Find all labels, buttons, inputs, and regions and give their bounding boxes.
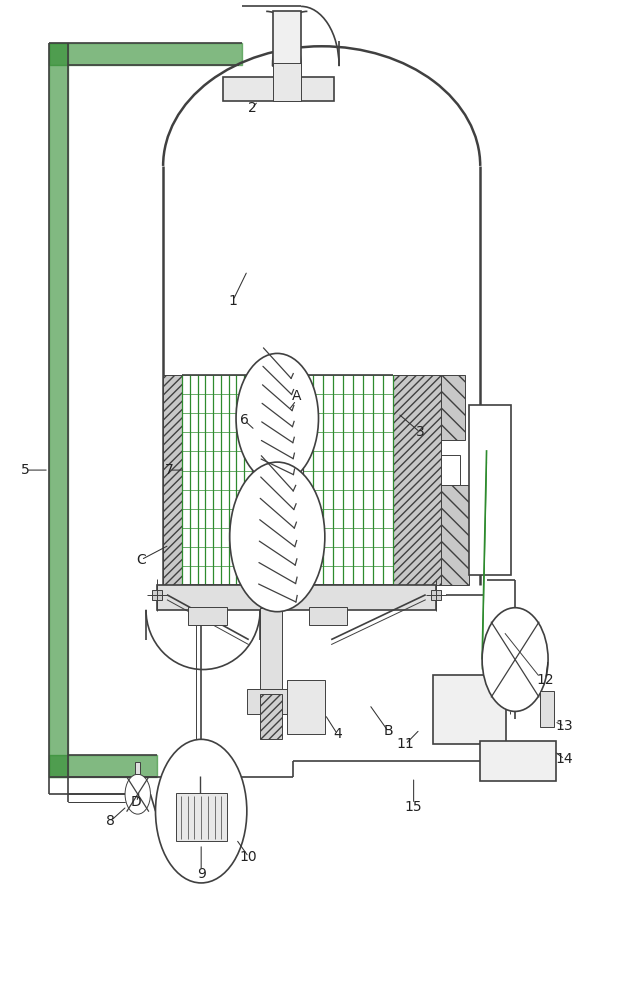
Bar xyxy=(441,455,460,485)
Text: 9: 9 xyxy=(197,867,206,881)
Bar xyxy=(176,793,227,841)
Bar xyxy=(480,741,556,781)
Bar xyxy=(260,694,282,739)
Bar xyxy=(469,405,511,575)
Text: 8: 8 xyxy=(106,814,115,828)
Bar xyxy=(273,11,301,66)
Text: 1: 1 xyxy=(229,294,238,308)
Bar xyxy=(252,375,303,585)
Bar xyxy=(189,607,227,625)
Bar xyxy=(441,485,469,585)
Text: A: A xyxy=(292,389,301,403)
Circle shape xyxy=(230,462,325,612)
Bar xyxy=(224,77,334,101)
Circle shape xyxy=(482,608,548,711)
Bar xyxy=(260,608,282,699)
Text: 14: 14 xyxy=(555,752,573,766)
Bar xyxy=(163,375,182,585)
Text: B: B xyxy=(383,724,393,738)
Bar xyxy=(441,375,465,440)
Circle shape xyxy=(236,353,318,483)
Text: 7: 7 xyxy=(165,463,174,477)
Text: 4: 4 xyxy=(333,727,342,741)
Bar xyxy=(273,63,301,101)
Text: 13: 13 xyxy=(555,719,573,733)
Text: 2: 2 xyxy=(248,101,256,115)
Text: 12: 12 xyxy=(537,673,554,687)
Bar xyxy=(431,590,441,600)
Circle shape xyxy=(125,774,150,814)
Bar xyxy=(157,585,436,610)
Bar xyxy=(287,680,325,734)
Text: 3: 3 xyxy=(415,425,424,439)
Bar xyxy=(433,675,506,744)
Text: 10: 10 xyxy=(240,850,257,864)
Text: 6: 6 xyxy=(240,413,248,427)
Bar xyxy=(309,607,347,625)
Bar xyxy=(152,590,162,600)
Bar xyxy=(393,375,441,585)
Circle shape xyxy=(155,739,247,883)
Text: 11: 11 xyxy=(396,737,414,751)
Bar xyxy=(135,762,140,774)
Bar xyxy=(540,691,554,727)
Text: C: C xyxy=(136,553,146,567)
Bar xyxy=(247,689,298,714)
Text: 5: 5 xyxy=(21,463,30,477)
Text: D: D xyxy=(131,795,142,809)
Text: 15: 15 xyxy=(405,800,422,814)
